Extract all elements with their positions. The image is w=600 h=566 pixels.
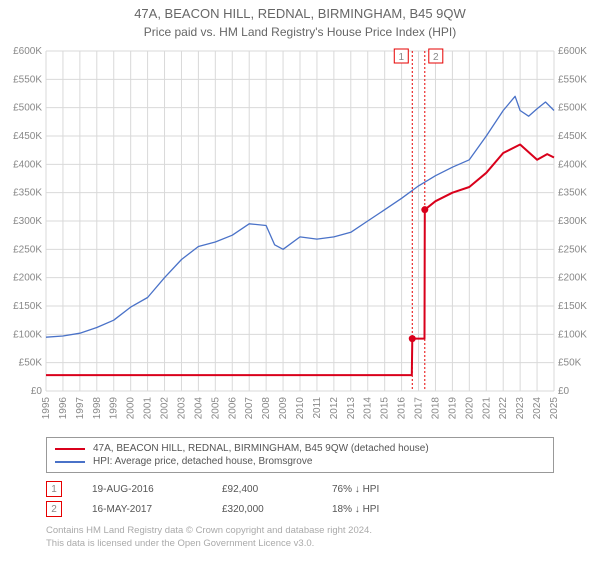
page-subtitle: Price paid vs. HM Land Registry's House …: [0, 25, 600, 39]
svg-text:£250K: £250K: [558, 244, 587, 255]
price-chart: £0 £0 £50K £50K £100K £100K £150K £150K £200K £20…: [0, 41, 600, 431]
svg-text:£300K: £300K: [13, 216, 42, 227]
svg-text:2018: 2018: [430, 397, 441, 420]
legend-swatch: [55, 461, 85, 463]
svg-text:£0: £0: [558, 386, 570, 397]
svg-text:£400K: £400K: [558, 159, 587, 170]
svg-text:2017: 2017: [414, 397, 425, 420]
svg-text:2009: 2009: [278, 397, 289, 420]
svg-text:2003: 2003: [176, 397, 187, 420]
marker-row: 2 16-MAY-2017 £320,000 18% ↓ HPI: [46, 499, 554, 519]
footer-line: This data is licensed under the Open Gov…: [46, 538, 554, 551]
svg-text:2023: 2023: [515, 397, 526, 420]
svg-text:£0: £0: [31, 386, 43, 397]
svg-text:£50K: £50K: [558, 358, 582, 369]
svg-text:£200K: £200K: [13, 273, 42, 284]
svg-text:2024: 2024: [532, 397, 543, 420]
svg-text:2014: 2014: [363, 397, 374, 420]
svg-text:2006: 2006: [227, 397, 238, 420]
svg-text:£350K: £350K: [13, 188, 42, 199]
marker-date: 19-AUG-2016: [92, 484, 192, 495]
svg-text:2011: 2011: [312, 397, 323, 419]
page-title: 47A, BEACON HILL, REDNAL, BIRMINGHAM, B4…: [0, 6, 600, 21]
svg-text:2025: 2025: [549, 397, 560, 420]
marker-price: £320,000: [222, 504, 302, 515]
svg-text:2016: 2016: [397, 397, 408, 420]
svg-text:1998: 1998: [92, 397, 103, 420]
svg-text:2012: 2012: [329, 397, 340, 420]
svg-text:£150K: £150K: [13, 301, 42, 312]
svg-text:£600K: £600K: [558, 46, 587, 57]
svg-text:£150K: £150K: [558, 301, 587, 312]
svg-text:£400K: £400K: [13, 159, 42, 170]
svg-text:£550K: £550K: [13, 74, 42, 85]
legend-item-hpi: HPI: Average price, detached house, Brom…: [55, 455, 545, 468]
svg-text:2004: 2004: [193, 397, 204, 420]
svg-text:2019: 2019: [447, 397, 458, 420]
svg-text:2010: 2010: [295, 397, 306, 420]
svg-text:£50K: £50K: [19, 358, 43, 369]
footer-line: Contains HM Land Registry data © Crown c…: [46, 525, 554, 538]
svg-text:1: 1: [398, 52, 404, 63]
svg-text:2021: 2021: [481, 397, 492, 420]
legend: 47A, BEACON HILL, REDNAL, BIRMINGHAM, B4…: [46, 437, 554, 473]
svg-text:2013: 2013: [346, 397, 357, 420]
svg-text:£300K: £300K: [558, 216, 587, 227]
svg-text:£450K: £450K: [13, 131, 42, 142]
svg-text:1996: 1996: [58, 397, 69, 420]
svg-text:£450K: £450K: [558, 131, 587, 142]
legend-swatch: [55, 448, 85, 450]
marker-price: £92,400: [222, 484, 302, 495]
marker-row: 1 19-AUG-2016 £92,400 76% ↓ HPI: [46, 479, 554, 499]
svg-text:£100K: £100K: [558, 329, 587, 340]
svg-text:£200K: £200K: [558, 273, 587, 284]
svg-text:2007: 2007: [244, 397, 255, 420]
footer: Contains HM Land Registry data © Crown c…: [46, 525, 554, 551]
svg-text:2022: 2022: [498, 397, 509, 420]
svg-text:2002: 2002: [160, 397, 171, 420]
svg-text:£500K: £500K: [13, 103, 42, 114]
marker-badge: 2: [46, 501, 62, 517]
svg-text:1995: 1995: [41, 397, 52, 420]
legend-item-property: 47A, BEACON HILL, REDNAL, BIRMINGHAM, B4…: [55, 442, 545, 455]
svg-text:2008: 2008: [261, 397, 272, 420]
svg-text:£350K: £350K: [558, 188, 587, 199]
svg-text:£250K: £250K: [13, 244, 42, 255]
svg-text:2001: 2001: [143, 397, 154, 420]
svg-text:2: 2: [433, 52, 439, 63]
svg-text:2020: 2020: [464, 397, 475, 420]
svg-text:2000: 2000: [126, 397, 137, 420]
svg-text:£500K: £500K: [558, 103, 587, 114]
svg-text:2015: 2015: [380, 397, 391, 420]
svg-text:1999: 1999: [109, 397, 120, 420]
svg-text:£600K: £600K: [13, 46, 42, 57]
markers-table: 1 19-AUG-2016 £92,400 76% ↓ HPI 2 16-MAY…: [46, 479, 554, 519]
svg-text:1997: 1997: [75, 397, 86, 420]
marker-pct: 18% ↓ HPI: [332, 504, 412, 515]
legend-label: 47A, BEACON HILL, REDNAL, BIRMINGHAM, B4…: [93, 443, 429, 454]
svg-text:£100K: £100K: [13, 329, 42, 340]
marker-pct: 76% ↓ HPI: [332, 484, 412, 495]
svg-text:2005: 2005: [210, 397, 221, 420]
marker-badge: 1: [46, 481, 62, 497]
svg-text:£550K: £550K: [558, 74, 587, 85]
marker-date: 16-MAY-2017: [92, 504, 192, 515]
legend-label: HPI: Average price, detached house, Brom…: [93, 456, 312, 467]
